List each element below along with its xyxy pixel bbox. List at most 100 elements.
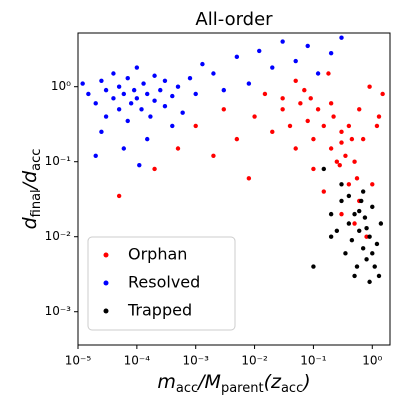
point: [234, 136, 240, 142]
point: [308, 96, 313, 101]
point: [360, 246, 366, 251]
x-axis-label-part: ): [301, 371, 310, 393]
point: [103, 87, 109, 93]
point: [134, 96, 140, 101]
point: [121, 146, 126, 151]
point: [343, 153, 348, 158]
point: [364, 225, 369, 231]
y-axis-label-part: final: [29, 189, 44, 217]
point: [158, 87, 163, 93]
point: [339, 140, 344, 145]
point: [354, 264, 360, 269]
point: [376, 273, 382, 279]
point: [162, 78, 168, 83]
point: [175, 84, 181, 89]
point: [328, 234, 334, 239]
point: [125, 118, 130, 124]
point: [346, 221, 352, 226]
point: [270, 65, 275, 70]
point: [287, 123, 293, 129]
point: [187, 75, 193, 81]
chart-title: All-order: [195, 9, 273, 30]
point: [339, 198, 344, 204]
point: [326, 71, 331, 76]
point: [315, 71, 321, 76]
y-tick-label: 10⁻³: [45, 304, 72, 318]
point: [93, 153, 98, 158]
point: [352, 159, 357, 164]
point: [339, 35, 344, 40]
point: [103, 114, 109, 119]
point: [270, 129, 275, 135]
point: [280, 96, 285, 101]
point: [111, 96, 116, 101]
point: [376, 114, 382, 119]
x-tick-label: 10⁻¹: [300, 354, 327, 368]
point: [339, 182, 344, 187]
point: [367, 234, 372, 239]
point: [360, 136, 366, 142]
point: [374, 241, 380, 247]
y-axis-label-part: /d: [19, 170, 41, 191]
point: [116, 84, 122, 89]
legend-box: [87, 236, 236, 331]
point: [246, 81, 252, 86]
legend-label: Resolved: [128, 273, 200, 292]
point: [352, 211, 357, 217]
point: [257, 48, 262, 54]
point: [111, 71, 116, 76]
point: [359, 198, 364, 204]
legend-marker: [103, 308, 109, 314]
point: [145, 136, 150, 142]
point: [364, 257, 369, 262]
point: [357, 208, 362, 214]
point: [262, 91, 268, 97]
plot-frame: [77, 32, 391, 346]
point: [349, 136, 355, 142]
point: [346, 193, 352, 199]
point: [170, 123, 175, 129]
point: [374, 123, 380, 129]
point: [346, 182, 352, 187]
point: [252, 114, 257, 119]
point: [180, 110, 185, 115]
point: [372, 264, 377, 269]
point: [141, 81, 146, 86]
point: [321, 123, 326, 129]
point: [139, 107, 144, 112]
point: [339, 211, 344, 217]
point: [328, 101, 334, 106]
point: [234, 54, 240, 60]
point: [211, 153, 216, 158]
x-tick-label: 10⁻⁴: [124, 354, 151, 368]
point: [305, 43, 310, 49]
point: [293, 78, 298, 83]
point: [311, 264, 316, 269]
point: [311, 166, 316, 172]
point: [116, 193, 122, 199]
point: [128, 101, 134, 106]
x-tick-label: 10⁻²: [241, 354, 268, 368]
legend-marker: [103, 280, 109, 286]
point: [200, 61, 205, 67]
point: [170, 93, 175, 99]
point: [315, 107, 321, 112]
point: [357, 107, 362, 112]
point: [302, 87, 307, 93]
point: [367, 84, 372, 89]
point: [370, 204, 375, 210]
point: [193, 123, 198, 129]
point: [352, 221, 357, 226]
point: [331, 114, 336, 119]
point: [134, 65, 140, 70]
legend-label: Orphan: [128, 245, 187, 264]
point: [246, 176, 252, 181]
point: [378, 221, 384, 226]
y-tick-label: 10⁻²: [45, 229, 72, 243]
point: [280, 107, 285, 112]
x-axis-label-part: acc: [176, 381, 198, 396]
point: [162, 103, 168, 109]
x-tick-label: 10⁻³: [183, 354, 210, 368]
y-tick-label: 10⁰: [51, 79, 71, 93]
